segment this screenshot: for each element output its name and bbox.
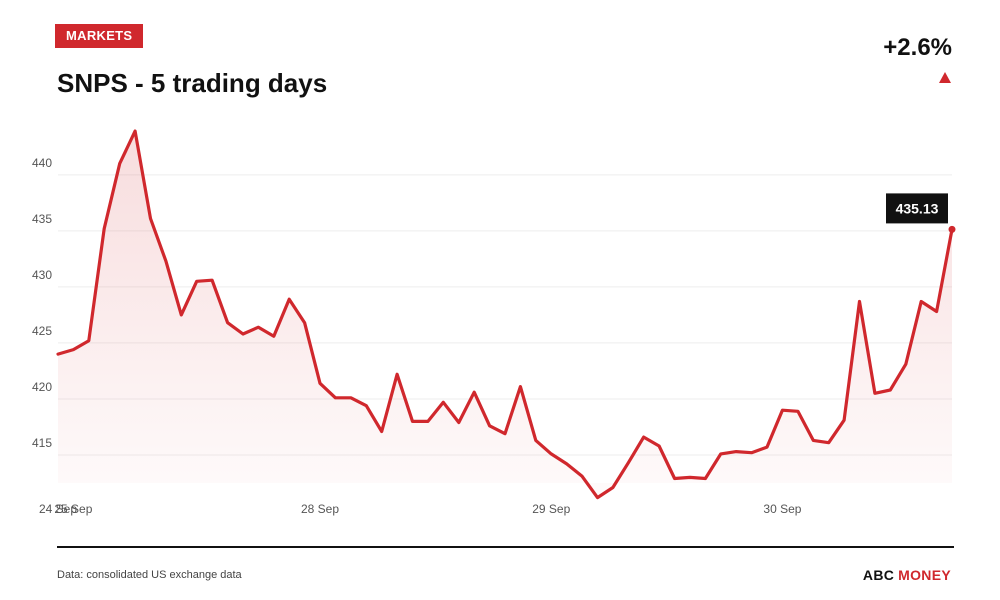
data-source: Data: consolidated US exchange data [57, 569, 242, 581]
data-point [858, 300, 861, 303]
data-point [350, 397, 352, 399]
data-point [735, 450, 738, 453]
data-point [627, 462, 630, 464]
y-tick-label: 430 [32, 268, 52, 282]
data-point [581, 475, 583, 478]
data-point [596, 496, 599, 499]
data-point [396, 373, 398, 376]
y-tick-label: 425 [32, 324, 52, 338]
data-point [781, 409, 784, 411]
data-point [149, 217, 152, 220]
data-point [550, 453, 553, 455]
data-point [88, 339, 90, 342]
data-point [889, 389, 892, 391]
section-tag: MARKETS [55, 24, 144, 48]
y-tick-label: 415 [32, 436, 52, 450]
brand-logo: ABC MONEY [863, 567, 951, 583]
y-tick-label: 440 [32, 156, 52, 170]
data-point [827, 441, 830, 444]
x-tick-label: 29 Sep [532, 502, 570, 516]
data-point [642, 436, 645, 438]
data-point [812, 439, 815, 442]
last-value-label-bg [886, 193, 948, 224]
series-points [57, 130, 953, 499]
data-point [57, 353, 59, 355]
data-point [904, 363, 907, 366]
data-point [365, 404, 368, 407]
x-tick-label: 30 Sep [763, 502, 801, 516]
data-point [488, 425, 491, 427]
series-area [58, 131, 952, 498]
data-point [257, 326, 260, 329]
last-value-label: 435.13 [886, 193, 948, 224]
data-point [750, 451, 753, 454]
data-point [319, 382, 321, 385]
data-point [211, 279, 213, 281]
data-point [535, 439, 537, 442]
data-point [935, 310, 938, 313]
up-arrow-icon [939, 72, 951, 83]
data-point [272, 335, 275, 337]
data-point [658, 445, 660, 447]
last-point-marker [948, 225, 956, 233]
footer-divider [57, 546, 954, 548]
data-point [411, 420, 414, 423]
data-point [380, 430, 383, 433]
data-point [612, 486, 614, 489]
y-axis: 415 420 425 430 435 440 [32, 156, 52, 450]
data-point [103, 227, 106, 230]
change-percent: +2.6% [883, 34, 952, 61]
data-point [504, 432, 506, 435]
data-point [920, 300, 922, 303]
data-point [797, 410, 799, 413]
y-tick-label: 420 [32, 380, 52, 394]
data-point [673, 477, 676, 480]
data-point [303, 321, 306, 324]
data-point [165, 260, 167, 262]
data-point [288, 298, 291, 301]
data-point [457, 421, 460, 424]
data-point [843, 419, 845, 422]
x-tick-label: 24 Sep [39, 502, 77, 516]
data-point [72, 348, 75, 351]
data-point [134, 130, 136, 132]
data-point [689, 476, 691, 479]
brand-accent: MONEY [898, 567, 951, 583]
data-point [874, 392, 876, 395]
x-tick-label: 28 Sep [301, 502, 339, 516]
data-point [719, 453, 722, 455]
data-point [195, 280, 198, 283]
data-point [766, 446, 768, 448]
x-tick-label: 25 Sep [54, 502, 92, 516]
brand-primary: ABC [862, 567, 895, 583]
data-point [519, 385, 522, 388]
last-value-text: 435.13 [896, 200, 939, 216]
data-point [118, 162, 121, 165]
data-point [442, 401, 445, 404]
data-point [226, 321, 229, 324]
data-point [180, 314, 183, 316]
chart-title: SNPS - 5 trading days [57, 68, 328, 98]
data-point [565, 463, 568, 465]
data-point [704, 477, 707, 480]
data-point [473, 391, 475, 394]
data-point [242, 333, 244, 335]
data-point [334, 397, 337, 399]
y-tick-label: 435 [32, 212, 52, 226]
data-point [427, 420, 429, 423]
